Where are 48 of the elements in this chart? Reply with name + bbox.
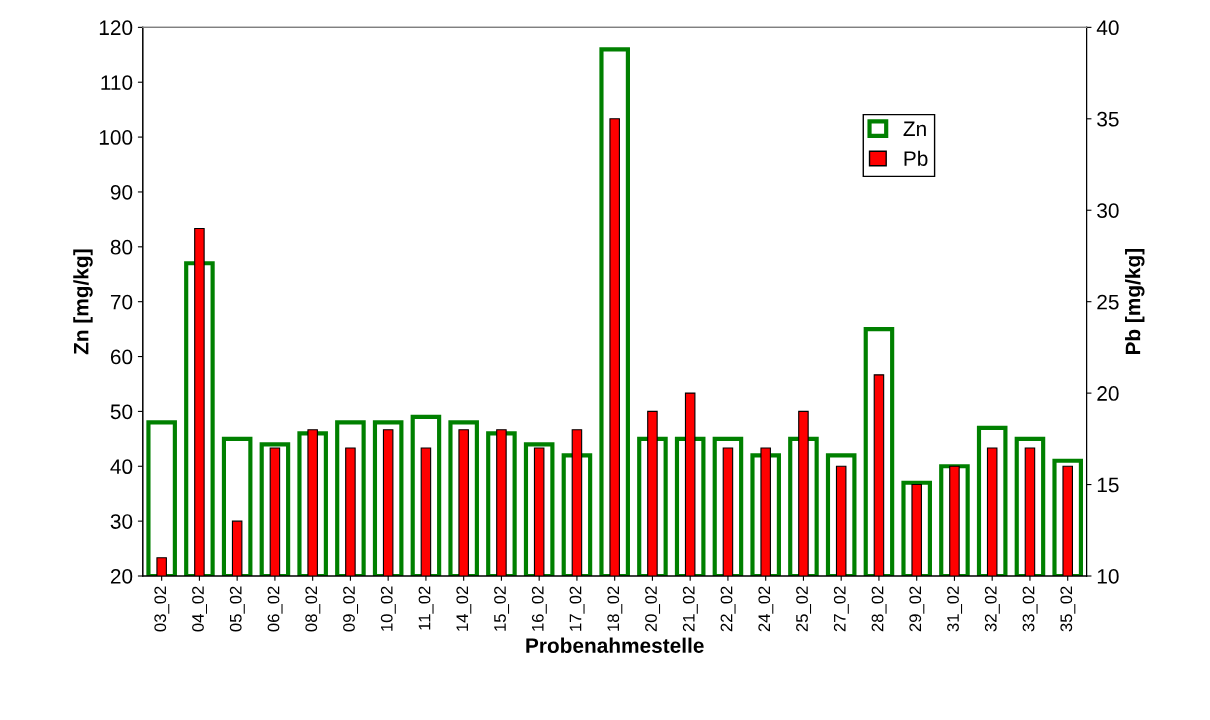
y-tick-label: 30 bbox=[110, 514, 133, 529]
x-tick-label: 16_02 bbox=[531, 586, 547, 631]
x-tick-label: 28_02 bbox=[871, 586, 887, 632]
legend-label: Pb bbox=[904, 150, 928, 166]
x-tick-label: 33_02 bbox=[1022, 586, 1038, 632]
y-tick-label: 40 bbox=[110, 459, 133, 475]
legend-label: Zn bbox=[903, 121, 926, 136]
x-tick-label: 29_02 bbox=[909, 586, 925, 632]
y-tick-label: 120 bbox=[99, 20, 133, 36]
y2-tick-label: 10 bbox=[1097, 569, 1119, 584]
x-tick-label: 20_02 bbox=[645, 586, 661, 632]
x-tick-label: 22_02 bbox=[720, 586, 736, 632]
x-tick-label: 15_02 bbox=[494, 586, 510, 631]
x-tick-label: 04_02 bbox=[192, 586, 208, 632]
y2-tick-label: 15 bbox=[1097, 477, 1119, 493]
x-tick-label: 25_02 bbox=[796, 586, 812, 632]
y-tick-label: 50 bbox=[110, 404, 133, 420]
x-tick-label: 05_02 bbox=[229, 586, 245, 632]
x-tick-label: 08_02 bbox=[305, 586, 321, 632]
x-tick-label: 06_02 bbox=[267, 586, 283, 632]
x-tick-label: 11_02 bbox=[418, 586, 434, 630]
x-tick-label: 31_02 bbox=[947, 586, 963, 632]
y-tick-label: 90 bbox=[110, 184, 133, 200]
y-tick-label: 20 bbox=[110, 569, 133, 584]
x-tick-label: 14_02 bbox=[456, 586, 472, 631]
y-tick-label: 60 bbox=[110, 349, 133, 365]
y-tick-label: 100 bbox=[99, 130, 133, 145]
y-tick-label: 70 bbox=[110, 294, 133, 310]
x-tick-label: 27_02 bbox=[833, 586, 849, 632]
x-tick-label: 32_02 bbox=[984, 586, 1000, 632]
y2-tick-label: 20 bbox=[1097, 386, 1119, 401]
x-tick-label: 09_02 bbox=[343, 586, 359, 632]
y-axis-title: Zn [mg/kg] bbox=[73, 249, 93, 355]
x-tick-label: 35_02 bbox=[1060, 586, 1076, 632]
y-tick-label: 110 bbox=[101, 75, 133, 90]
x-tick-label: 24_02 bbox=[758, 586, 774, 632]
y2-tick-label: 25 bbox=[1097, 294, 1119, 310]
y2-tick-label: 40 bbox=[1096, 20, 1119, 36]
x-tick-label: 21_02 bbox=[682, 586, 698, 632]
x-tick-label: 10_02 bbox=[380, 586, 396, 631]
y2-axis-title: Pb [mg/kg] bbox=[1125, 249, 1145, 355]
y2-tick-label: 35 bbox=[1097, 111, 1119, 127]
x-tick-label: 17_02 bbox=[569, 586, 585, 631]
x-tick-label: 03_02 bbox=[154, 586, 170, 632]
x-axis-title: Probenahmestelle bbox=[526, 637, 704, 653]
y2-tick-label: 30 bbox=[1097, 203, 1119, 218]
y-tick-label: 80 bbox=[110, 239, 133, 255]
x-tick-label: 18_02 bbox=[607, 586, 623, 631]
